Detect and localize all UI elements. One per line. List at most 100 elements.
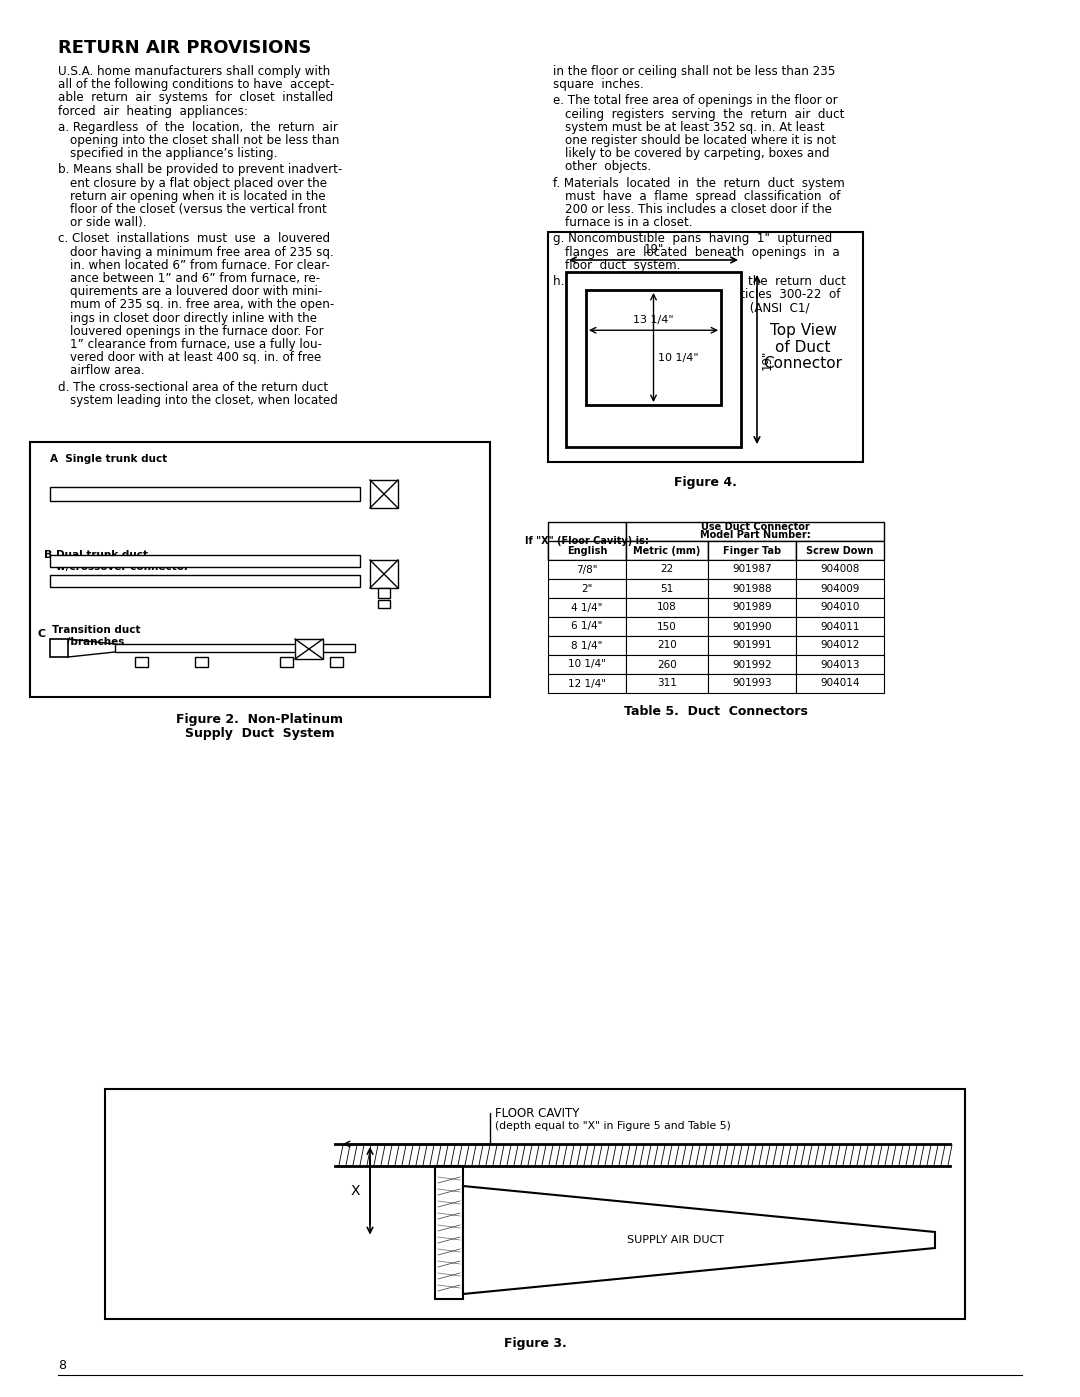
Text: d. The cross-sectional area of the return duct: d. The cross-sectional area of the retur…	[58, 380, 328, 394]
Bar	[796, 673, 885, 693]
Text: 19": 19"	[761, 349, 774, 370]
Text: in. when located 6” from furnace. For clear-: in. when located 6” from furnace. For cl…	[70, 258, 329, 272]
Text: 901988: 901988	[732, 584, 772, 594]
Bar	[435, 1166, 463, 1299]
Text: 901990: 901990	[732, 622, 772, 631]
Bar	[626, 578, 708, 598]
Bar	[708, 598, 796, 617]
Text: Supply  Duct  System: Supply Duct System	[185, 726, 335, 740]
Text: 904010: 904010	[821, 602, 860, 612]
Text: 901992: 901992	[732, 659, 772, 669]
Text: 901989: 901989	[732, 602, 772, 612]
Text: Figure 3.: Figure 3.	[503, 1337, 566, 1350]
Text: 10 1/4": 10 1/4"	[568, 659, 606, 669]
Text: 901987: 901987	[732, 564, 772, 574]
Text: c. Closet  installations  must  use  a  louvered: c. Closet installations must use a louve…	[58, 232, 330, 246]
Text: Transition duct: Transition duct	[52, 624, 140, 636]
Text: ance between 1” and 6” from furnace, re-: ance between 1” and 6” from furnace, re-	[70, 272, 320, 285]
Bar	[378, 588, 390, 598]
Text: mum of 235 sq. in. free area, with the open-: mum of 235 sq. in. free area, with the o…	[70, 299, 334, 312]
Bar	[796, 578, 885, 598]
Bar	[548, 636, 626, 655]
Text: 1” clearance from furnace, use a fully lou-: 1” clearance from furnace, use a fully l…	[70, 338, 322, 351]
Bar	[626, 636, 708, 655]
Text: 8: 8	[58, 1359, 66, 1372]
Text: likely to be covered by carpeting, boxes and: likely to be covered by carpeting, boxes…	[565, 147, 829, 161]
Bar	[626, 673, 708, 693]
Bar	[626, 655, 708, 673]
Text: 8 1/4": 8 1/4"	[571, 640, 603, 651]
Bar	[548, 655, 626, 673]
Bar	[796, 560, 885, 578]
Text: FLOOR CAVITY: FLOOR CAVITY	[495, 1106, 579, 1120]
Bar	[548, 232, 863, 462]
Text: SUPPLY AIR DUCT: SUPPLY AIR DUCT	[626, 1235, 724, 1245]
Text: 150: 150	[657, 622, 677, 631]
Text: Screw Down: Screw Down	[807, 545, 874, 556]
Text: 6 1/4": 6 1/4"	[571, 622, 603, 631]
Text: 4 1/4": 4 1/4"	[571, 602, 603, 612]
Bar	[796, 598, 885, 617]
Text: Use Duct Connector: Use Duct Connector	[701, 522, 809, 532]
Bar	[708, 560, 796, 578]
Bar	[378, 599, 390, 608]
Text: 260: 260	[657, 659, 677, 669]
Bar	[370, 560, 399, 588]
Text: 904014: 904014	[820, 679, 860, 689]
Text: 7/8": 7/8"	[577, 564, 597, 574]
Text: e. The total free area of openings in the floor or: e. The total free area of openings in th…	[553, 95, 838, 108]
Text: 200 or less. This includes a closet door if the: 200 or less. This includes a closet door…	[565, 203, 832, 217]
Text: 904011: 904011	[820, 622, 860, 631]
Bar	[626, 598, 708, 617]
Text: 12 1/4": 12 1/4"	[568, 679, 606, 689]
Text: system leading into the closet, when located: system leading into the closet, when loc…	[70, 394, 338, 407]
Bar	[708, 541, 796, 560]
Text: system  shall  conform  to  Articles  300-22  of: system shall conform to Articles 300-22 …	[565, 288, 840, 302]
Bar	[135, 657, 148, 666]
Text: floor of the closet (versus the vertical front: floor of the closet (versus the vertical…	[70, 203, 327, 217]
Polygon shape	[463, 1186, 935, 1294]
Text: ent closure by a flat object placed over the: ent closure by a flat object placed over…	[70, 176, 327, 190]
Text: one register should be located where it is not: one register should be located where it …	[565, 134, 836, 147]
Bar	[330, 657, 343, 666]
Text: door having a minimum free area of 235 sq.: door having a minimum free area of 235 s…	[70, 246, 334, 258]
Text: all of the following conditions to have  accept-: all of the following conditions to have …	[58, 78, 335, 91]
Text: w/crossover connector: w/crossover connector	[56, 562, 189, 571]
Bar	[548, 673, 626, 693]
Text: Figure 2.  Non-Platinum: Figure 2. Non-Platinum	[176, 712, 343, 726]
Bar	[295, 638, 323, 659]
Bar	[195, 657, 208, 666]
Text: 311: 311	[657, 679, 677, 689]
Text: must  have  a  flame  spread  classification  of: must have a flame spread classification …	[565, 190, 840, 203]
Bar	[548, 617, 626, 636]
Text: or side wall).: or side wall).	[70, 217, 147, 229]
Text: airflow area.: airflow area.	[70, 365, 145, 377]
Text: U.S.A. home manufacturers shall comply with: U.S.A. home manufacturers shall comply w…	[58, 66, 330, 78]
Bar	[50, 638, 68, 657]
Text: g. Noncombustible  pans  having  1"  upturned: g. Noncombustible pans having 1" upturne…	[553, 232, 833, 246]
Bar	[708, 578, 796, 598]
Text: Connector: Connector	[764, 355, 842, 370]
Bar	[30, 441, 490, 697]
Text: ings in closet door directly inline with the: ings in closet door directly inline with…	[70, 312, 318, 324]
Text: vered door with at least 400 sq. in. of free: vered door with at least 400 sq. in. of …	[70, 351, 321, 365]
Text: B: B	[44, 550, 52, 560]
Text: w/branches: w/branches	[58, 637, 125, 647]
Bar	[548, 578, 626, 598]
Text: square  inches.: square inches.	[553, 78, 644, 91]
Bar	[370, 481, 399, 509]
Bar	[548, 522, 626, 560]
Text: forced  air  heating  appliances:: forced air heating appliances:	[58, 105, 248, 117]
Bar	[626, 541, 708, 560]
Bar	[548, 541, 626, 560]
Bar	[50, 555, 360, 567]
Text: C: C	[38, 629, 46, 638]
Text: the  National  Electrical  Code  (ANSI  C1/: the National Electrical Code (ANSI C1/	[565, 302, 810, 314]
Text: in the floor or ceiling shall not be less than 235: in the floor or ceiling shall not be les…	[553, 66, 835, 78]
Text: 901993: 901993	[732, 679, 772, 689]
Text: 904009: 904009	[821, 584, 860, 594]
Bar	[50, 576, 360, 587]
Bar	[280, 657, 293, 666]
Text: 210: 210	[657, 640, 677, 651]
Text: 904012: 904012	[820, 640, 860, 651]
